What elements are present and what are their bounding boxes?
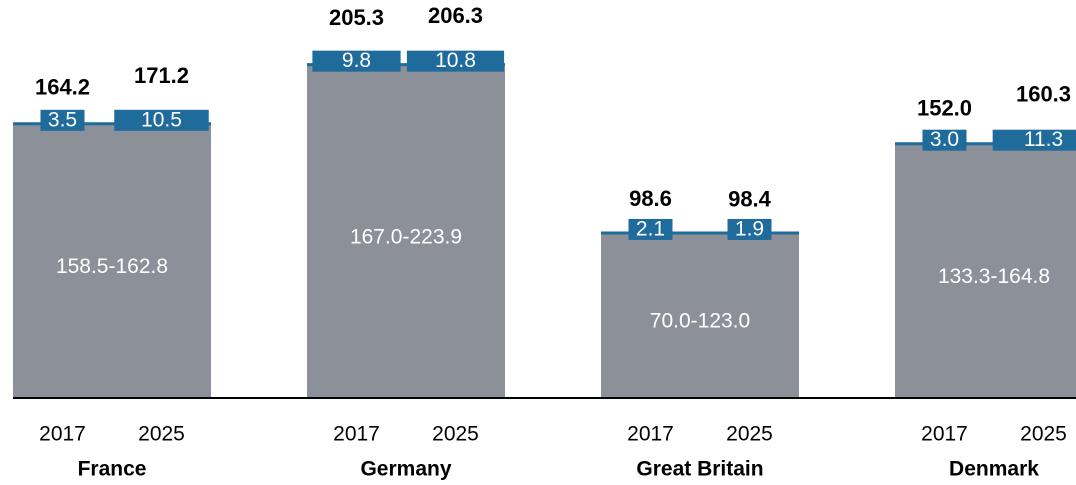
year-label: 2025 <box>432 423 479 446</box>
country-label: Germany <box>360 458 451 481</box>
base-bar <box>13 124 211 398</box>
range-label: 158.5-162.8 <box>56 255 168 278</box>
change-label: 9.8 <box>342 49 371 72</box>
year-label: 2017 <box>921 423 968 446</box>
total-label: 152.0 <box>917 95 972 120</box>
total-label: 206.3 <box>428 3 483 28</box>
change-label: 3.0 <box>930 128 959 151</box>
country-label: Great Britain <box>636 458 763 481</box>
total-label: 98.6 <box>629 186 672 211</box>
total-label: 164.2 <box>35 75 90 100</box>
range-label: 133.3-164.8 <box>938 265 1050 288</box>
country-label: Denmark <box>949 458 1039 481</box>
change-label: 10.8 <box>435 49 476 72</box>
change-box <box>406 50 505 72</box>
change-label: 10.5 <box>141 108 182 131</box>
change-label: 2.1 <box>636 217 665 240</box>
base-bar <box>307 65 505 399</box>
range-label: 167.0-223.9 <box>350 225 462 248</box>
change-box <box>992 129 1076 151</box>
change-box <box>628 218 673 240</box>
total-label: 205.3 <box>329 5 384 30</box>
year-label: 2025 <box>1020 423 1067 446</box>
change-label: 1.9 <box>735 217 764 240</box>
change-box <box>727 218 772 240</box>
change-box <box>922 129 967 151</box>
total-label: 98.4 <box>728 187 772 212</box>
total-label: 171.2 <box>134 63 189 88</box>
base-bar <box>895 144 1076 398</box>
change-box <box>40 109 85 131</box>
change-box <box>312 50 401 72</box>
country-label: France <box>78 458 147 481</box>
year-label: 2017 <box>627 423 674 446</box>
change-box <box>114 109 209 131</box>
base-bar <box>601 233 799 398</box>
year-label: 2017 <box>39 423 86 446</box>
change-label: 11.3 <box>1024 128 1063 151</box>
range-label: 70.0-123.0 <box>650 310 750 333</box>
year-label: 2025 <box>138 423 185 446</box>
year-label: 2025 <box>726 423 773 446</box>
change-label: 3.5 <box>48 108 77 131</box>
total-label: 160.3 <box>1016 81 1071 106</box>
year-label: 2017 <box>333 423 380 446</box>
